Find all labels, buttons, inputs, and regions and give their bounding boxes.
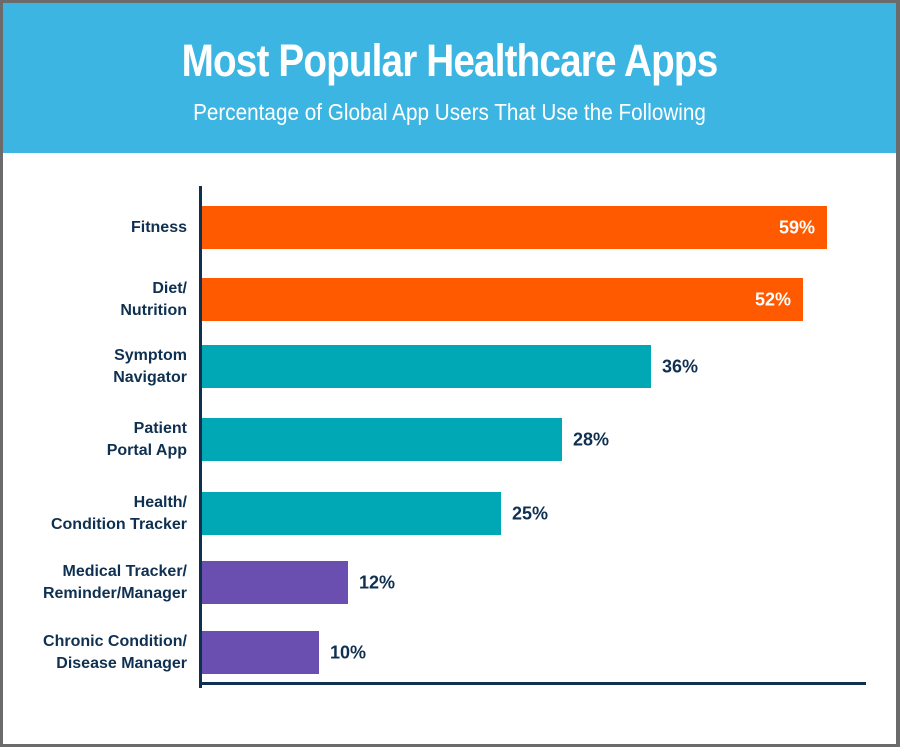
- bar-row-medical-tracker: Medical Tracker/ Reminder/Manager 12%: [3, 561, 896, 604]
- bar-diet-nutrition: 52%: [202, 278, 803, 321]
- bar-patient-portal: [202, 418, 562, 461]
- bar-symptom-navigator: [202, 345, 651, 388]
- chart-subtitle: Percentage of Global App Users That Use …: [193, 99, 706, 125]
- bar-row-fitness: Fitness 59%: [3, 206, 896, 249]
- category-label: Diet/ Nutrition: [120, 279, 187, 319]
- category-label: Patient Portal App: [106, 419, 187, 459]
- chart-header: Most Popular Healthcare Apps Percentage …: [3, 3, 896, 153]
- category-label: Chronic Condition/ Disease Manager: [43, 632, 187, 672]
- value-label: 59%: [778, 217, 815, 237]
- value-label: 10%: [330, 642, 367, 662]
- bar-row-symptom-navigator: Symptom Navigator 36%: [3, 345, 896, 388]
- x-axis-line: [199, 682, 866, 685]
- chart-frame: Most Popular Healthcare Apps Percentage …: [3, 3, 896, 744]
- value-label: 52%: [754, 289, 791, 309]
- category-label: Fitness: [130, 218, 187, 236]
- bar-row-health-condition-tracker: Health/ Condition Tracker 25%: [3, 492, 896, 535]
- category-label: Symptom Navigator: [113, 346, 187, 386]
- value-label: 12%: [359, 572, 396, 592]
- bar-medical-tracker: [202, 561, 348, 604]
- bar-row-patient-portal: Patient Portal App 28%: [3, 418, 896, 461]
- chart-title: Most Popular Healthcare Apps: [181, 35, 719, 86]
- value-label: 28%: [573, 429, 610, 449]
- bar-fitness: 59%: [202, 206, 827, 249]
- bar-row-chronic-condition: Chronic Condition/ Disease Manager 10%: [3, 631, 896, 674]
- bar-health-condition-tracker: [202, 492, 501, 535]
- value-label: 36%: [662, 356, 699, 376]
- y-axis-line: [199, 186, 202, 688]
- bar-row-diet-nutrition: Diet/ Nutrition 52%: [3, 278, 896, 321]
- bar-chronic-condition: [202, 631, 319, 674]
- value-label: 25%: [512, 503, 549, 523]
- category-label: Health/ Condition Tracker: [50, 493, 187, 533]
- category-label: Medical Tracker/ Reminder/Manager: [42, 562, 187, 602]
